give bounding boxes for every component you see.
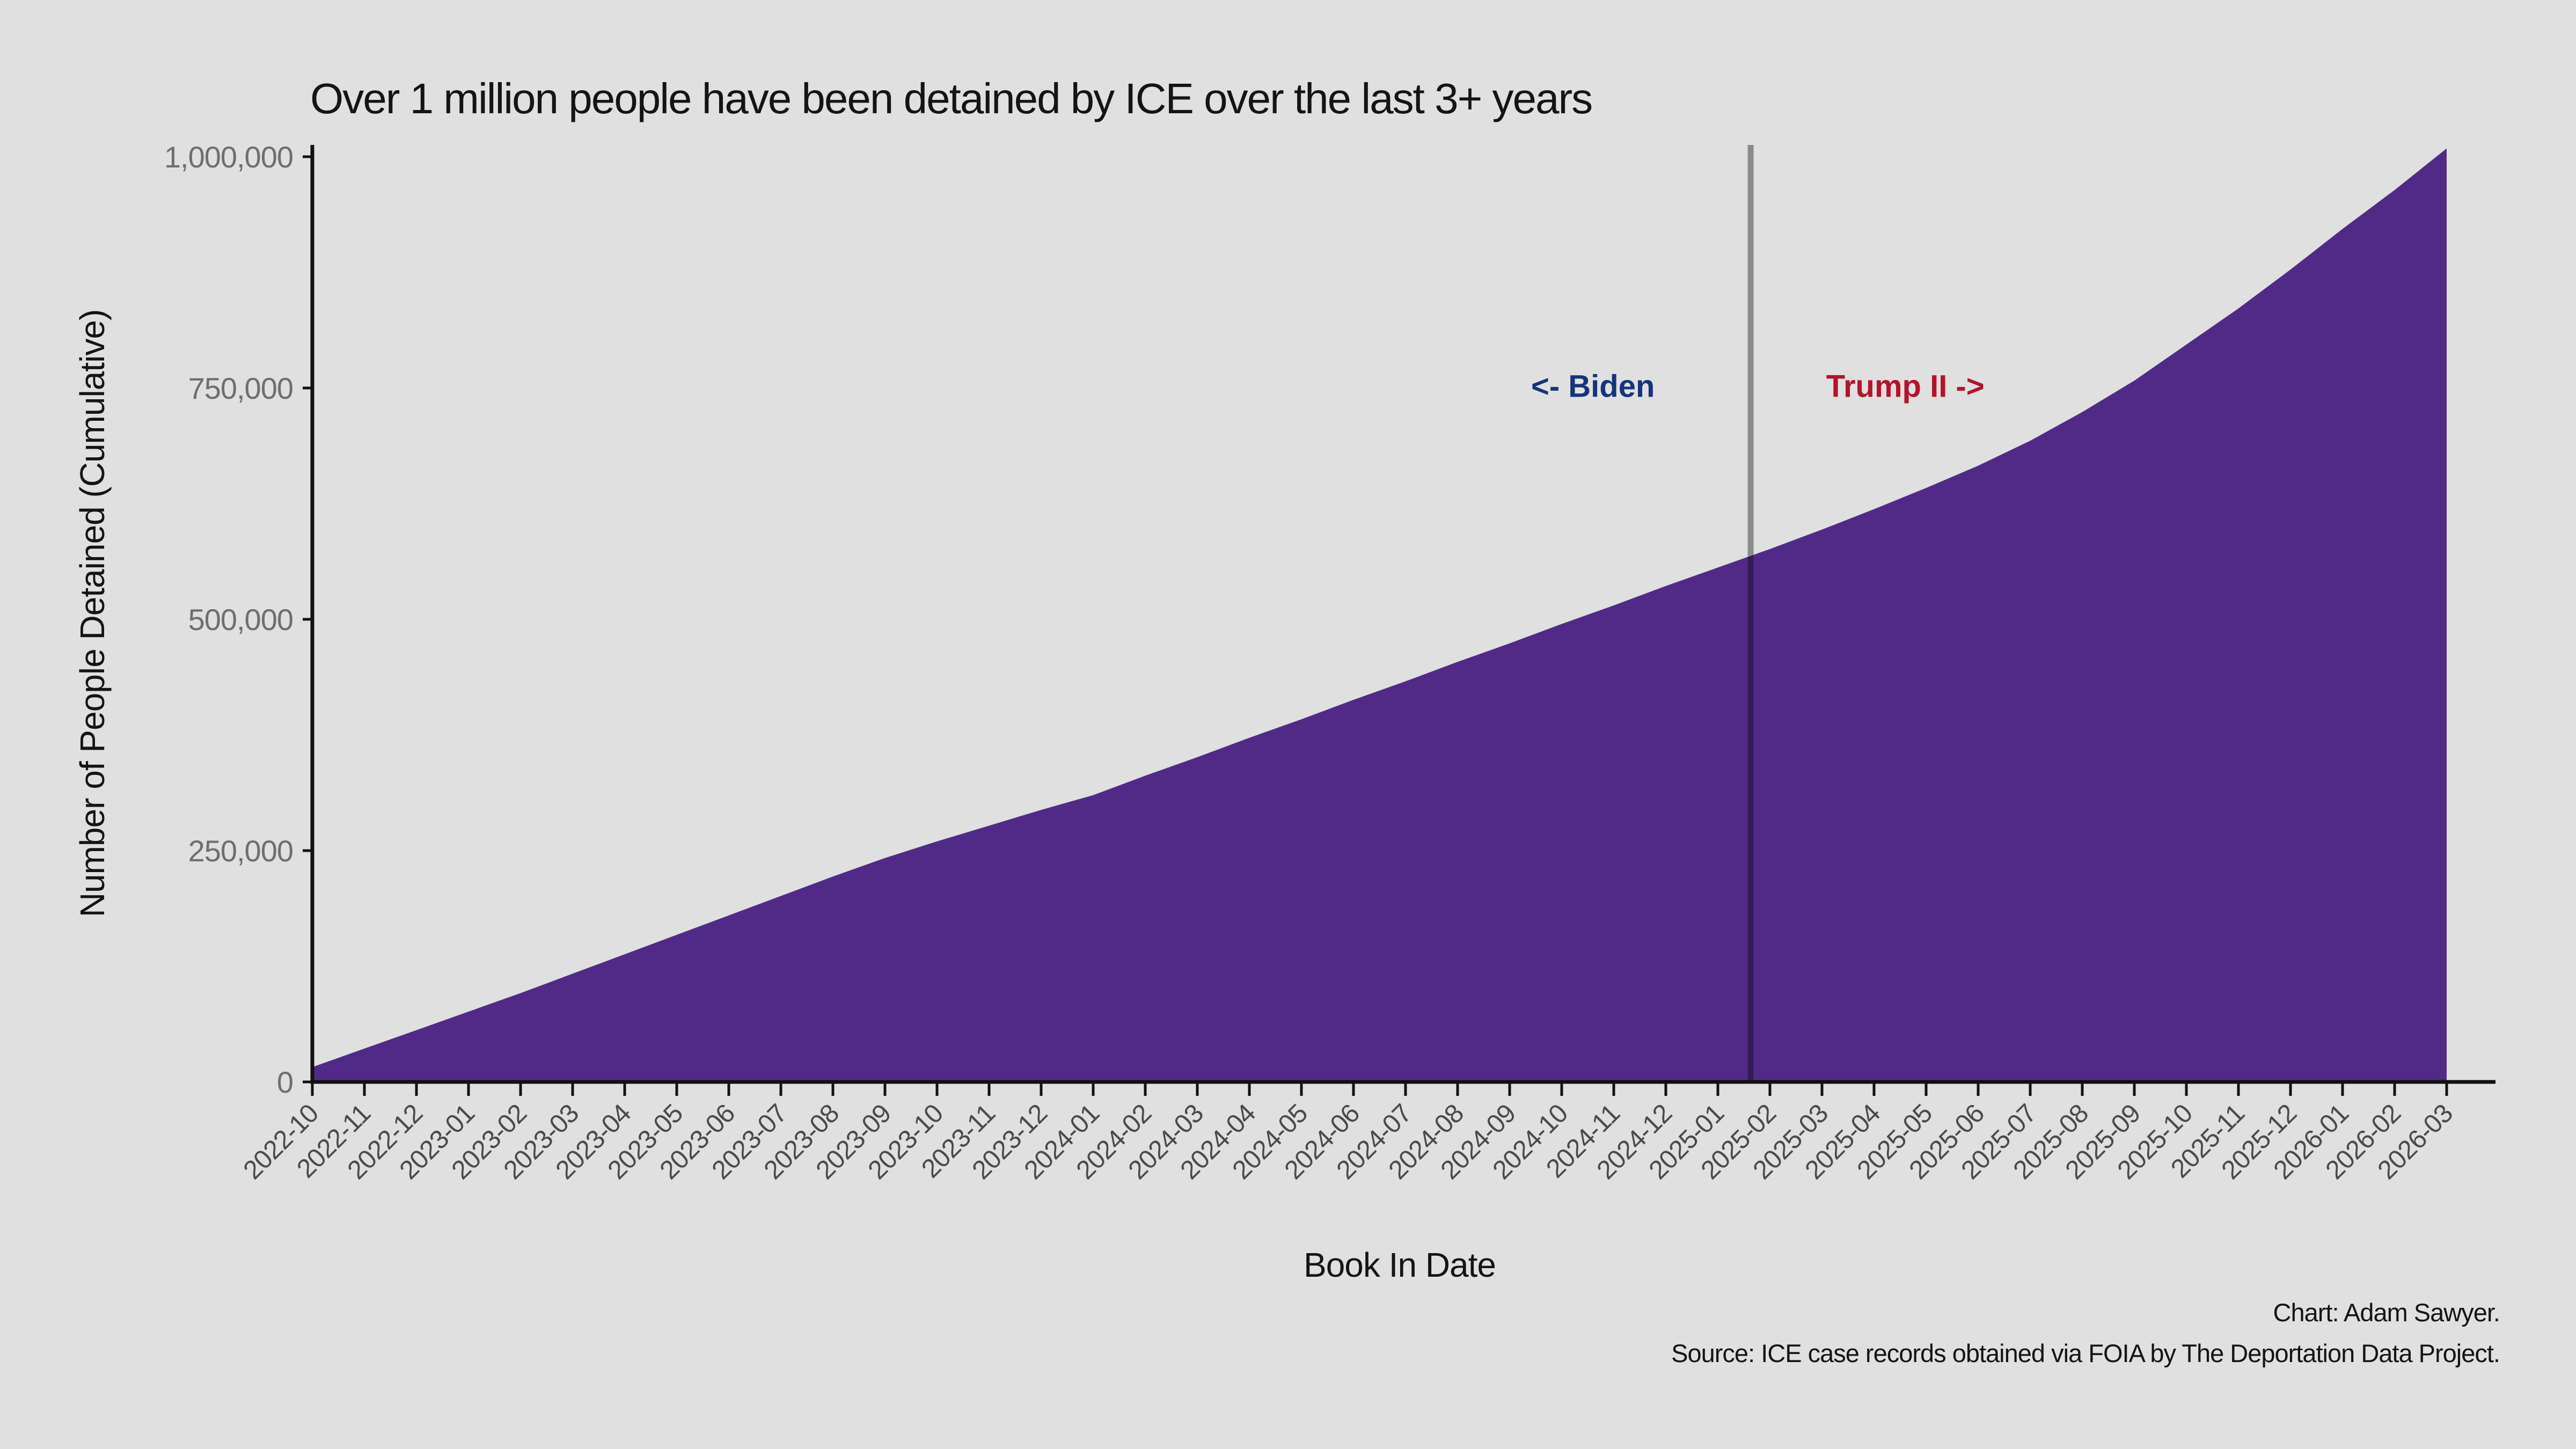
credit-chart-author: Chart: Adam Sawyer.: [2273, 1298, 2500, 1327]
y-tick-label: 0: [277, 1065, 293, 1099]
credits: Chart: Adam Sawyer. Source: ICE case rec…: [1671, 1292, 2500, 1374]
x-axis-title: Book In Date: [1304, 1246, 1496, 1284]
y-tick-label: 500,000: [188, 603, 293, 636]
trump-annotation: Trump II ->: [1826, 369, 1985, 404]
chart-title: Over 1 million people have been detained…: [310, 75, 1593, 122]
y-axis-title: Number of People Detained (Cumulative): [73, 309, 112, 918]
cumulative-detentions-area: [312, 148, 2447, 1082]
y-tick-label: 750,000: [188, 371, 293, 405]
y-tick-label: 250,000: [188, 834, 293, 868]
credit-source: Source: ICE case records obtained via FO…: [1671, 1339, 2500, 1368]
y-tick-label: 1,000,000: [164, 140, 293, 174]
biden-annotation: <- Biden: [1531, 369, 1655, 404]
